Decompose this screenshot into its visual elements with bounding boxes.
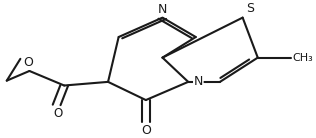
Text: S: S xyxy=(246,2,254,15)
Text: O: O xyxy=(141,124,151,137)
Text: N: N xyxy=(194,75,203,88)
Text: O: O xyxy=(53,107,63,120)
Text: O: O xyxy=(23,55,33,69)
Text: CH₃: CH₃ xyxy=(293,53,313,63)
Text: N: N xyxy=(158,3,167,16)
